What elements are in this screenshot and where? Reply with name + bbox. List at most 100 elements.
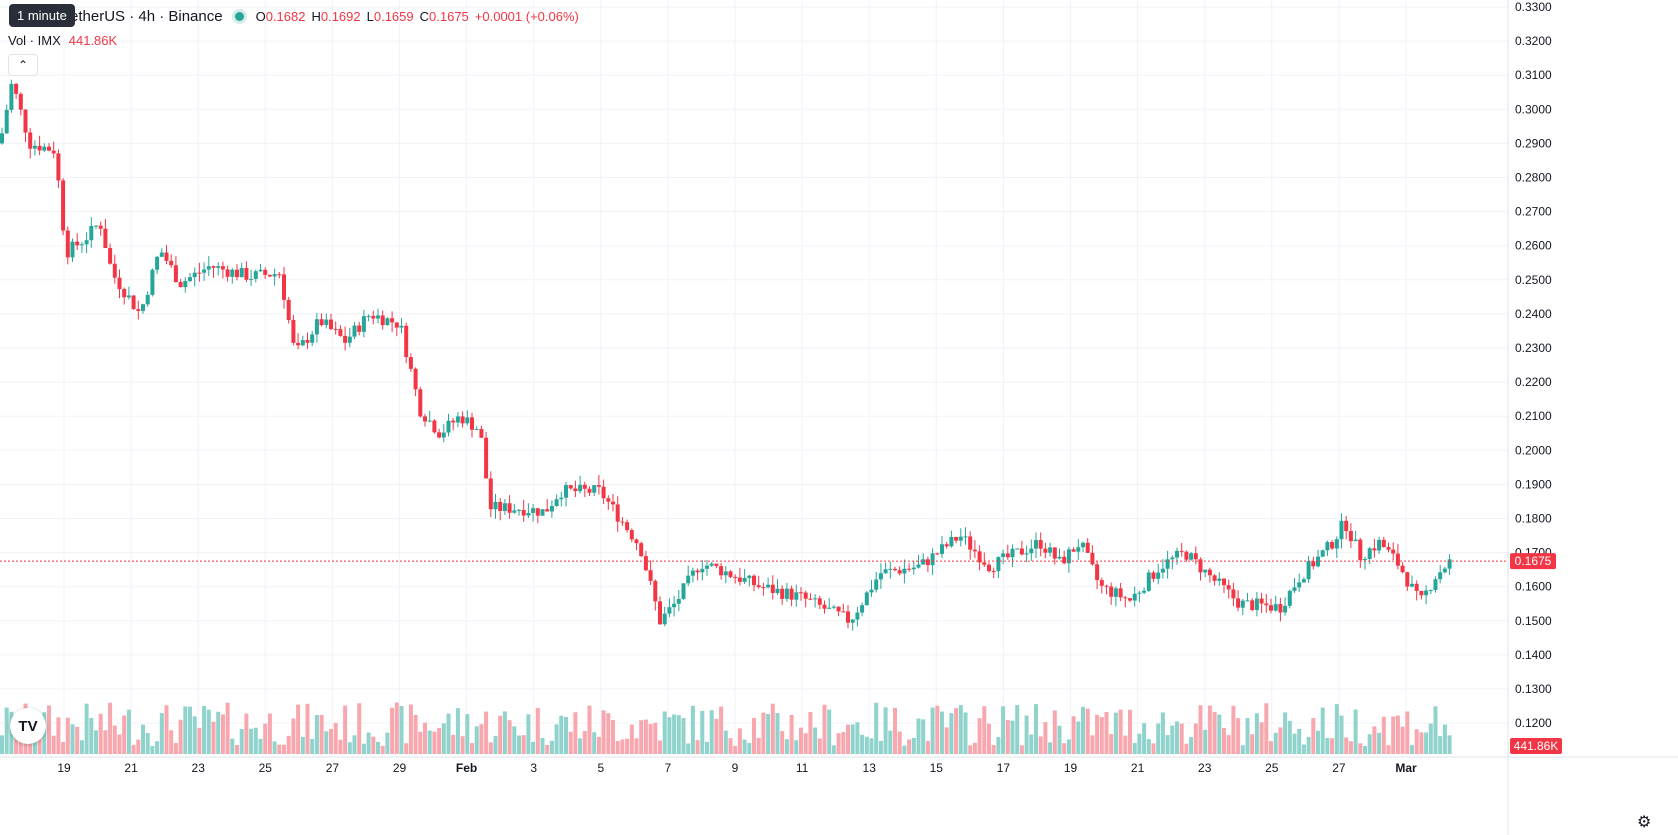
candle-body bbox=[1254, 598, 1259, 611]
collapse-legend-button[interactable]: ⌃ bbox=[8, 54, 38, 76]
y-tick-label: 0.3300 bbox=[1515, 0, 1552, 14]
volume-bar bbox=[141, 724, 145, 754]
volume-bar bbox=[1109, 734, 1114, 754]
x-tick-label: 25 bbox=[1265, 761, 1279, 775]
volume-bar bbox=[1099, 717, 1104, 754]
candle-body bbox=[1146, 572, 1151, 591]
candle-body bbox=[554, 499, 559, 506]
volume-bar bbox=[282, 744, 286, 754]
volume-bar bbox=[770, 703, 775, 754]
gear-icon[interactable]: ⚙ bbox=[1637, 814, 1652, 831]
candle-body bbox=[507, 503, 512, 513]
candle-body bbox=[9, 83, 14, 110]
tradingview-logo-icon[interactable]: TV bbox=[10, 708, 46, 744]
candle-body bbox=[460, 416, 465, 424]
y-tick-label: 0.1300 bbox=[1515, 682, 1552, 696]
volume-bar bbox=[352, 735, 357, 754]
volume-bar bbox=[1236, 718, 1241, 754]
volume-bar bbox=[1391, 716, 1396, 754]
candle-body bbox=[996, 556, 1001, 572]
candle-body bbox=[1414, 583, 1419, 591]
market-status-icon bbox=[234, 12, 244, 21]
candle-body bbox=[690, 570, 695, 576]
volume-bar bbox=[1104, 711, 1109, 754]
candle-body bbox=[267, 274, 272, 277]
candle-body bbox=[700, 568, 705, 573]
volume-bar bbox=[1386, 745, 1391, 754]
x-tick-label: 19 bbox=[1064, 761, 1078, 775]
x-tick-label: 25 bbox=[259, 761, 273, 775]
candle-body bbox=[535, 508, 540, 516]
volume-bar bbox=[1165, 735, 1170, 754]
candle-body bbox=[89, 225, 94, 241]
volume-bar bbox=[615, 740, 620, 754]
candle-body bbox=[1447, 559, 1452, 569]
volume-bar bbox=[1085, 708, 1090, 754]
volume-bar bbox=[1278, 727, 1283, 754]
volume-bar bbox=[131, 745, 136, 754]
volume-bar bbox=[169, 730, 174, 754]
x-tick-label: 15 bbox=[930, 761, 944, 775]
volume-bar bbox=[639, 720, 644, 754]
candle-body bbox=[79, 244, 84, 246]
candle-body bbox=[352, 325, 357, 337]
volume-bar bbox=[794, 740, 799, 754]
volume-bar bbox=[517, 735, 521, 754]
volume-bar bbox=[1217, 714, 1222, 754]
change-value: +0.0001 (+0.06%) bbox=[474, 9, 579, 24]
candle-body bbox=[150, 269, 155, 295]
candle-body bbox=[1095, 564, 1100, 581]
candle-body bbox=[131, 295, 136, 310]
candle-body bbox=[813, 598, 818, 600]
volume-bar bbox=[366, 732, 371, 754]
volume-bar bbox=[258, 738, 263, 754]
candle-body bbox=[418, 389, 423, 417]
symbol-title[interactable]: etherUS · 4h · Binance bbox=[70, 8, 223, 25]
candle-body bbox=[982, 562, 987, 565]
candle-body bbox=[159, 252, 164, 257]
volume-bar bbox=[136, 739, 141, 754]
candle-body bbox=[1240, 600, 1245, 608]
candle-body bbox=[728, 571, 733, 577]
candle-body bbox=[235, 269, 239, 278]
candle-body bbox=[587, 488, 592, 493]
candle-body bbox=[1395, 553, 1400, 566]
volume-bar bbox=[1207, 705, 1212, 754]
candle-body bbox=[1015, 548, 1020, 550]
volume-bar bbox=[1052, 710, 1057, 754]
volume-bar bbox=[737, 728, 742, 754]
volume-bar bbox=[0, 735, 4, 754]
candle-body bbox=[1405, 572, 1410, 587]
candle-body bbox=[488, 478, 493, 510]
volume-bar bbox=[658, 740, 662, 754]
x-tick-label: 23 bbox=[1198, 761, 1212, 775]
candle-body bbox=[972, 549, 977, 552]
candle-body bbox=[357, 325, 362, 332]
volume-bar bbox=[808, 711, 813, 754]
candle-body bbox=[620, 521, 625, 523]
y-tick-label: 0.1900 bbox=[1515, 477, 1552, 491]
candle-body bbox=[329, 319, 333, 329]
candle-body bbox=[1419, 590, 1424, 596]
candle-body bbox=[249, 278, 254, 280]
volume-bar bbox=[1287, 720, 1292, 754]
volume-bar bbox=[1334, 704, 1339, 754]
candle-body bbox=[1123, 597, 1128, 599]
x-tick-label: 3 bbox=[530, 761, 537, 775]
candle-body bbox=[1029, 548, 1034, 554]
volume-bar bbox=[432, 731, 437, 754]
volume-bar bbox=[766, 713, 771, 754]
volume-bar bbox=[601, 710, 606, 754]
volume-bar bbox=[427, 730, 432, 754]
candle-body bbox=[846, 611, 850, 623]
volume-badge-label: 441.86K bbox=[1514, 739, 1559, 753]
volume-bar bbox=[996, 736, 1001, 754]
volume-bar bbox=[305, 703, 310, 754]
candle-body bbox=[371, 315, 376, 319]
candle-body bbox=[286, 299, 291, 320]
volume-bar bbox=[987, 723, 991, 754]
volume-bar bbox=[164, 705, 169, 754]
candle-body bbox=[1292, 587, 1297, 591]
volume-bar bbox=[183, 706, 188, 754]
